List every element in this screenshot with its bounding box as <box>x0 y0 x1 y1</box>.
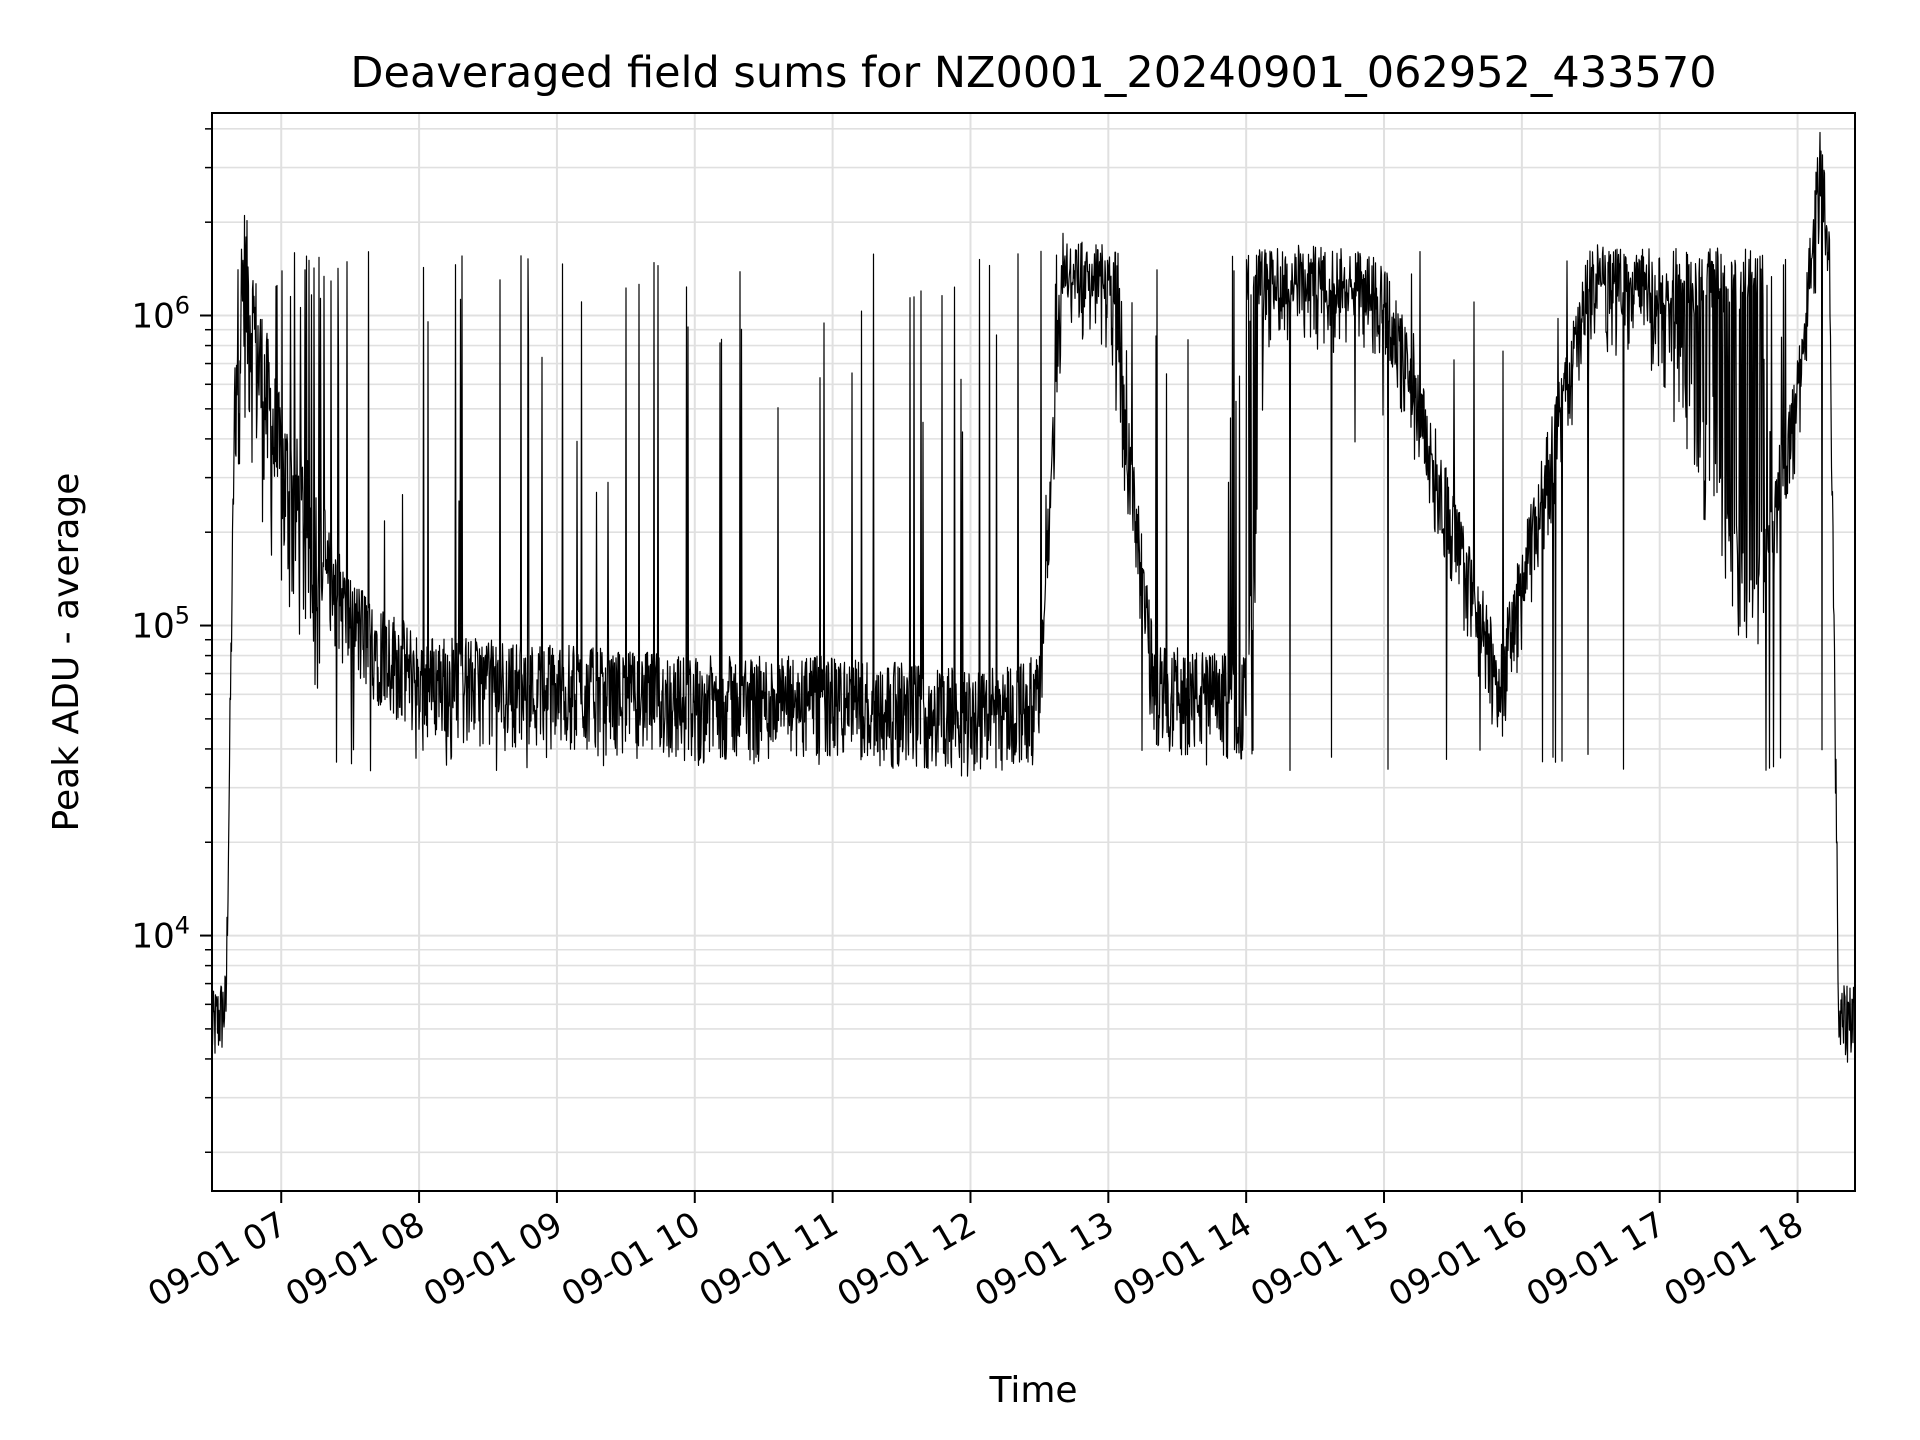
x-axis-label: Time <box>988 1370 1077 1411</box>
y-tick-label: 105 <box>131 602 190 647</box>
series-line <box>211 131 1856 1063</box>
plot-frame <box>211 112 1856 1192</box>
grid <box>212 113 1855 1191</box>
y-tick-label: 104 <box>131 912 190 957</box>
y-axis: 104 105 106 <box>131 128 212 1154</box>
y-axis-label: Peak ADU - average <box>46 473 87 832</box>
y-tick-label: 106 <box>131 292 190 337</box>
chart-title: Deaveraged field sums for NZ0001_2024090… <box>350 48 1716 98</box>
plot-area <box>211 131 1856 1063</box>
